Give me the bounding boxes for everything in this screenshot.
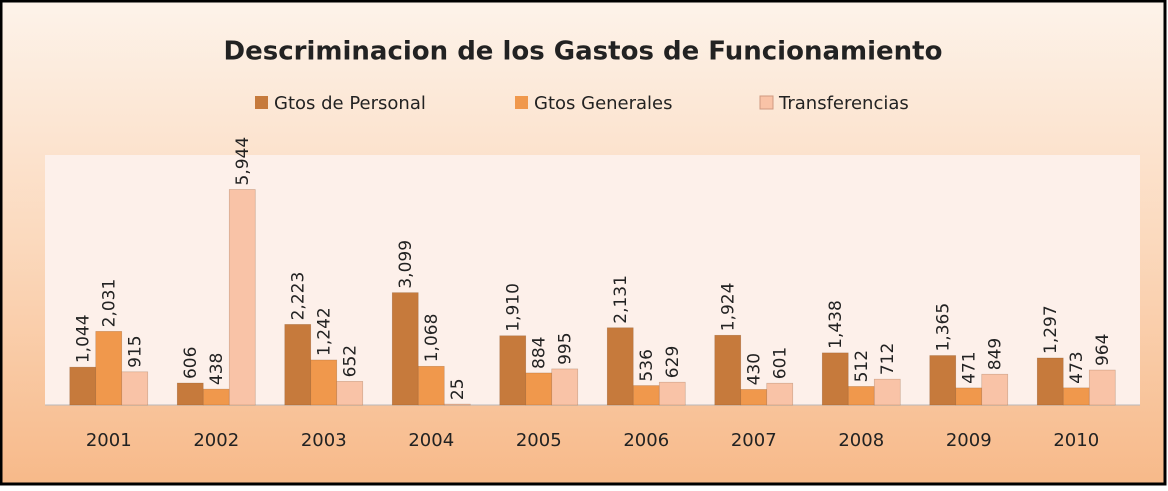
data-label: 652	[341, 345, 361, 377]
data-label: 430	[745, 353, 765, 385]
legend-swatch	[759, 95, 774, 110]
data-label: 849	[986, 338, 1006, 370]
bar	[284, 324, 312, 406]
x-tick-label: 2001	[86, 430, 132, 451]
bar	[551, 368, 579, 406]
data-label: 512	[852, 350, 872, 382]
bar	[632, 385, 660, 406]
data-label: 964	[1093, 334, 1113, 366]
x-tick-label: 2008	[838, 430, 884, 451]
bar	[525, 372, 553, 406]
x-tick-label: 2006	[623, 430, 669, 451]
data-label: 629	[663, 346, 683, 378]
bar	[391, 292, 419, 406]
bar	[336, 381, 364, 406]
data-label: 473	[1067, 351, 1087, 383]
data-label: 471	[960, 351, 980, 383]
data-label: 1,068	[422, 314, 442, 363]
bar	[69, 366, 97, 406]
data-label: 601	[771, 347, 791, 379]
data-label: 536	[637, 349, 657, 381]
bar	[176, 382, 204, 406]
bar	[1036, 357, 1064, 406]
legend-label: Transferencias	[778, 93, 909, 114]
x-tick-label: 2005	[516, 430, 562, 451]
data-label: 712	[878, 343, 898, 375]
data-label: 1,242	[315, 307, 335, 356]
bar	[714, 334, 742, 406]
bar	[873, 378, 901, 406]
x-tick-label: 2007	[731, 430, 777, 451]
bar	[121, 371, 149, 406]
data-label: 1,910	[504, 283, 524, 332]
bar	[228, 189, 256, 406]
data-label: 2,131	[611, 275, 631, 324]
data-label: 3,099	[396, 240, 416, 289]
bar	[443, 403, 471, 406]
bar	[202, 388, 230, 406]
legend-label: Gtos de Personal	[274, 93, 426, 114]
bar	[658, 381, 686, 406]
bar	[981, 373, 1009, 406]
data-label: 915	[126, 335, 146, 367]
bar	[766, 382, 794, 406]
plot-area	[45, 155, 1140, 405]
x-tick-label: 2002	[193, 430, 239, 451]
bar	[847, 386, 875, 406]
data-label: 438	[207, 353, 227, 385]
data-label: 995	[556, 332, 576, 364]
bar	[95, 331, 123, 406]
data-label: 884	[530, 336, 550, 368]
bar	[1088, 369, 1116, 406]
data-label: 1,438	[826, 300, 846, 349]
data-label: 25	[448, 378, 468, 400]
bar	[740, 389, 768, 406]
chart-title: Descriminacion de los Gastos de Funciona…	[224, 37, 943, 67]
bar	[929, 355, 957, 406]
data-label: 1,297	[1041, 305, 1061, 354]
data-label: 606	[181, 347, 201, 379]
x-tick-label: 2010	[1053, 430, 1099, 451]
x-tick-label: 2004	[408, 430, 454, 451]
bar	[417, 365, 445, 406]
data-label: 1,924	[719, 283, 739, 332]
data-label: 5,944	[233, 137, 253, 186]
bar	[606, 327, 634, 406]
legend-label: Gtos Generales	[534, 93, 673, 114]
legend-swatch	[515, 96, 528, 109]
bar	[499, 335, 527, 406]
data-label: 2,223	[289, 272, 309, 321]
bar	[1062, 387, 1090, 406]
x-tick-label: 2009	[946, 430, 992, 451]
data-label: 1,044	[74, 314, 94, 363]
data-label: 2,031	[100, 279, 120, 328]
bar	[310, 359, 338, 406]
bar	[821, 352, 849, 406]
legend-swatch	[255, 96, 268, 109]
x-tick-label: 2003	[301, 430, 347, 451]
data-label: 1,365	[934, 303, 954, 352]
bar	[955, 387, 983, 406]
